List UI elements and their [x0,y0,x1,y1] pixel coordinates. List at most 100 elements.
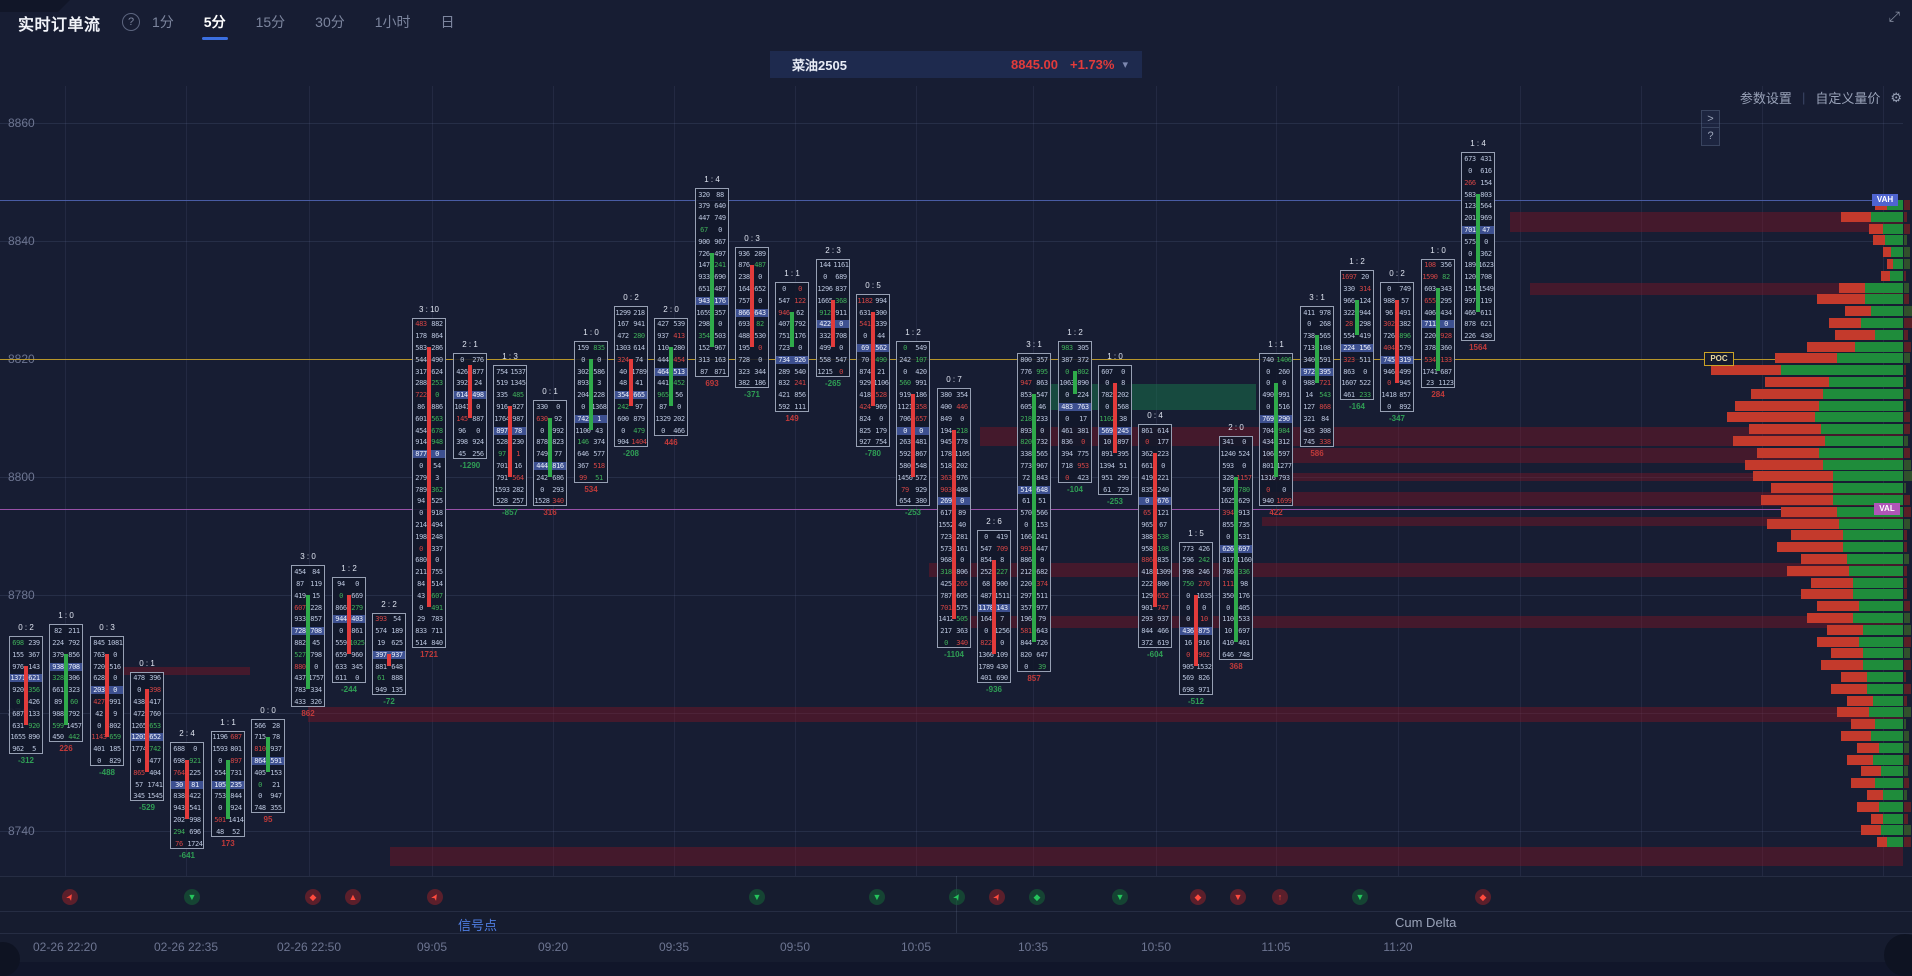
ask-volume: 530 [754,332,766,341]
footprint-candle[interactable]: 2 : 3 144 1161 0 689 1296 837 1665 368 912 911 422 0… [816,246,850,392]
bid-volume: 723 [778,344,790,353]
footprint-candle[interactable]: 1 : 2 1697 20 330 314 966 124 322 944 28 298 554 419… [1340,257,1374,415]
ask-volume: 525 [431,497,443,506]
expand-icon[interactable]: ⤢ [1888,8,1900,24]
chevron-down-icon[interactable]: ▾ [1122,59,1128,71]
bid-ask-row: 1450 572 [897,472,929,484]
footprint-candle[interactable]: 1 : 1 0 0 547 122 946 62 407 792 751 176 723 0 734 926… [775,269,809,427]
gear-icon[interactable]: ⚙ [1890,89,1902,105]
footprint-candle[interactable]: 1 : 1 740 1406 0 260 0 0 490 991 0 516 769 290 704 984… [1259,340,1293,521]
ask-volume: 937 [1157,615,1169,624]
footprint-candle[interactable]: 0 : 3 845 1081 763 0 720 516 628 0 203 0 427 991 42 9 0… [90,623,124,781]
footprint-candle[interactable]: 1 : 1 1196 687 1593 801 0 897 554 731 105 235 753 84… [211,718,245,852]
signal-tdown-icon[interactable]: ▼ [1112,889,1128,905]
footprint-candle[interactable]: 2 : 2 393 54 574 189 19 625 397 937 881 648 61 888 94… [372,600,406,711]
footprint-candle[interactable]: 2 : 4 688 0 698 921 764 225 30 81 838 422 943 541 202… [170,729,204,863]
tab-1小时[interactable]: 1小时 [374,14,411,30]
bid-ask-row: 611 0 [333,673,365,685]
bid-ask-row: 0 17 [1059,413,1091,425]
bid-ask-row: 0 947 [252,791,284,803]
ask-volume: 47 [1478,226,1494,235]
footprint-candle[interactable]: 1 : 2 983 305 387 372 0 802 1063 890 0 224 483 763 0 1… [1058,328,1092,498]
footprint-candle[interactable]: 0 : 2 698 239 155 367 976 143 1371 621 920 356 0 426… [9,623,43,769]
ask-volume: 423 [1077,473,1089,482]
help-icon[interactable]: ? [122,13,140,31]
instrument-selector[interactable]: 菜油2505 8845.00 +1.73% ▾ [770,51,1142,78]
ask-volume: 10 [1200,615,1208,624]
footprint-candle[interactable]: 1 : 3 754 1537 519 1345 335 485 916 927 1764 987 89… [493,352,527,522]
footprint-candle[interactable]: 1 : 0 607 0 0 8 782 202 0 568 1102 38 569 245 10 897 89… [1098,352,1132,510]
candle-delta-value: -529 [138,803,155,813]
bid-volume: 998 [1182,568,1194,577]
bid-volume: 341 [1222,438,1234,447]
footprint-candle[interactable]: 1 : 4 320 88 379 640 447 749 67 0 900 967 726 497 147… [695,175,729,392]
profile-bar-buy [1883,790,1903,800]
footprint-chart[interactable]: 8860884088208800878087608740VAHPOCVAL0 :… [0,78,1912,908]
footprint-candle[interactable]: 0 : 1 330 0 630 92 0 992 878 823 749 77 444 816 242 68… [533,387,567,521]
signal-diamond-icon[interactable]: ◆ [1029,889,1045,905]
bid-volume: 388 [1141,532,1153,541]
tab-日[interactable]: 日 [440,14,455,30]
bid-ask-row: 718 953 [1059,460,1091,472]
ask-volume: 579 [1399,344,1411,353]
settings-button[interactable]: 参数设置 [1739,91,1792,106]
footprint-candle[interactable]: 1 : 0 108 356 1590 82 603 343 655 295 406 434 711 0 2… [1421,246,1455,404]
tab-15分[interactable]: 15分 [255,14,286,30]
footprint-candle[interactable]: 2 : 0 427 539 937 413 110 280 444 454 464 513 441 45… [654,305,688,451]
bid-volume: 518 [940,462,952,471]
footprint-candle[interactable]: 0 : 2 0 749 988 57 96 491 302 382 726 896 404 579 745… [1380,269,1414,427]
bid-ask-row: 734 926 [776,354,808,366]
footprint-candle[interactable]: 0 : 0 566 28 715 78 810 937 864 591 405 153 0 21 0 947… [251,706,285,828]
signal-diamond-icon[interactable]: ◆ [305,889,321,905]
candle-delta-bar [1476,193,1480,312]
signal-tup-icon[interactable]: ▲ [345,889,361,905]
signal-needle-icon[interactable]: ➤ [62,889,78,905]
signal-aup-icon[interactable]: ↑ [1272,889,1288,905]
bid-ask-row: 266 154 [1462,177,1494,189]
footprint-candle[interactable]: 1 : 5 773 426 596 242 998 246 750 270 0 1635 0 0 0 10 4… [1179,529,1213,710]
footprint-candle[interactable]: 2 : 6 0 419 547 709 854 8 252 227 68 900 487 1511 117… [977,517,1011,698]
footprint-candle[interactable]: 2 : 0 341 0 1240 524 593 0 328 1157 507 780 1625 629… [1219,423,1253,675]
tab-1分[interactable]: 1分 [152,14,174,30]
ask-volume: 926 [792,355,808,364]
footprint-candle[interactable]: 3 : 1 800 357 776 995 947 863 853 547 605 46 218 233… [1017,340,1051,687]
bid-ask-row: 749 77 [534,448,566,460]
signal-needle-icon[interactable]: ➤ [427,889,443,905]
footprint-candle[interactable]: 0 : 5 1182 994 631 300 541 339 0 44 69 562 70 490 874… [856,281,890,462]
signal-diamond-icon[interactable]: ◆ [1190,889,1206,905]
footprint-candle[interactable]: 3 : 0 454 84 87 119 419 15 607 228 933 857 728 708 88… [291,552,325,722]
footprint-candle[interactable]: 1 : 0 82 211 224 792 379 856 938 708 328 306 661 323… [49,611,83,757]
signal-tdown-icon[interactable]: ▼ [749,889,765,905]
signal-ddown-icon[interactable]: ▼ [1230,889,1246,905]
signal-tdown-icon[interactable]: ▼ [869,889,885,905]
signal-tdown-icon[interactable]: ▼ [184,889,200,905]
footprint-candle[interactable]: 1 : 4 673 431 0 616 266 154 583 803 123 564 201 969 7… [1461,139,1495,356]
signal-diamond-icon[interactable]: ◆ [1475,889,1491,905]
bid-ask-row: 1625 629 [1220,496,1252,508]
footprint-candle[interactable]: 0 : 1 478 396 0 398 438 417 472 760 1265 653 1201 65… [130,659,164,817]
footprint-candle[interactable]: 3 : 1 411 978 0 268 738 565 713 108 340 591 972 395 9… [1300,293,1334,463]
bid-ask-row: 607 228 [292,602,324,614]
signal-pane-title: 信号点 [458,918,498,933]
footprint-candle[interactable]: 1 : 2 94 0 0 669 866 279 944 403 0 861 559 1025 659 96… [332,564,366,698]
tab-5分[interactable]: 5分 [201,8,228,40]
footprint-candle[interactable]: 0 : 4 861 614 0 177 362 223 661 0 419 221 835 240 0 67… [1138,411,1172,663]
footprint-candle[interactable]: 1 : 0 159 835 0 0 302 586 893 3 204 228 0 1368 742 1 11… [574,328,608,498]
footprint-candle[interactable]: 2 : 1 0 276 426 877 392 24 614 498 1041 0 145 887 96 0… [453,340,487,474]
footprint-candle[interactable]: 0 : 7 380 354 400 446 849 0 194 218 945 778 178 1105… [937,375,971,663]
footprint-candle[interactable]: 0 : 3 936 289 876 487 238 0 164 652 757 0 866 643 693… [735,234,769,404]
signal-tdown-icon[interactable]: ▼ [1352,889,1368,905]
tab-30分[interactable]: 30分 [315,14,345,30]
custom-volume-price-button[interactable]: 自定义量价 [1815,91,1881,106]
bid-ask-row: 302 586 [575,366,607,378]
bid-ask-row: 820 647 [1018,649,1050,661]
footprint-candle[interactable]: 0 : 2 1299 218 167 941 472 280 1303 614 324 74 40 17… [614,293,648,463]
candle-delta-value: -253 [904,508,921,518]
footprint-candle[interactable]: 1 : 2 0 549 242 107 0 420 560 991 919 186 1121 358 70… [896,328,930,521]
ask-volume: 879 [633,414,645,423]
candle-imbalance-header: 0 : 4 [1147,410,1163,420]
signal-needle-icon[interactable]: ➤ [989,889,1005,905]
signal-needle-icon[interactable]: ➤ [949,889,965,905]
panel-help-button[interactable]: ? [1701,127,1720,146]
footprint-candle[interactable]: 3 : 10 483 882 178 864 583 286 544 490 317 624 288 2… [412,305,446,663]
